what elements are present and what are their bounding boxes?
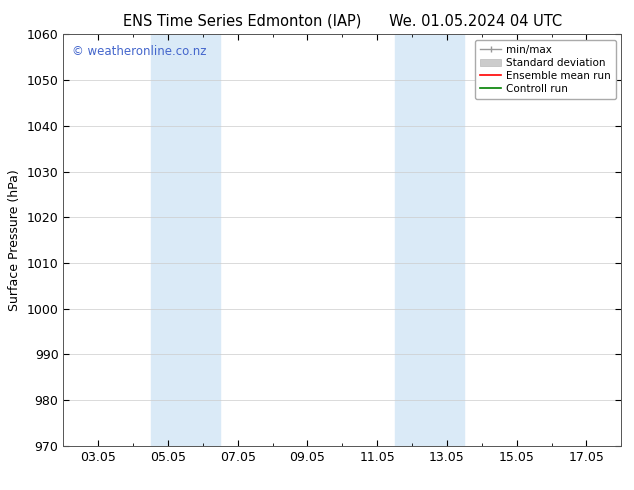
Bar <box>394 34 464 446</box>
Title: ENS Time Series Edmonton (IAP)      We. 01.05.2024 04 UTC: ENS Time Series Edmonton (IAP) We. 01.05… <box>123 14 562 29</box>
Y-axis label: Surface Pressure (hPa): Surface Pressure (hPa) <box>8 169 21 311</box>
Bar <box>150 34 221 446</box>
Legend: min/max, Standard deviation, Ensemble mean run, Controll run: min/max, Standard deviation, Ensemble me… <box>475 40 616 99</box>
Text: © weatheronline.co.nz: © weatheronline.co.nz <box>72 45 206 58</box>
